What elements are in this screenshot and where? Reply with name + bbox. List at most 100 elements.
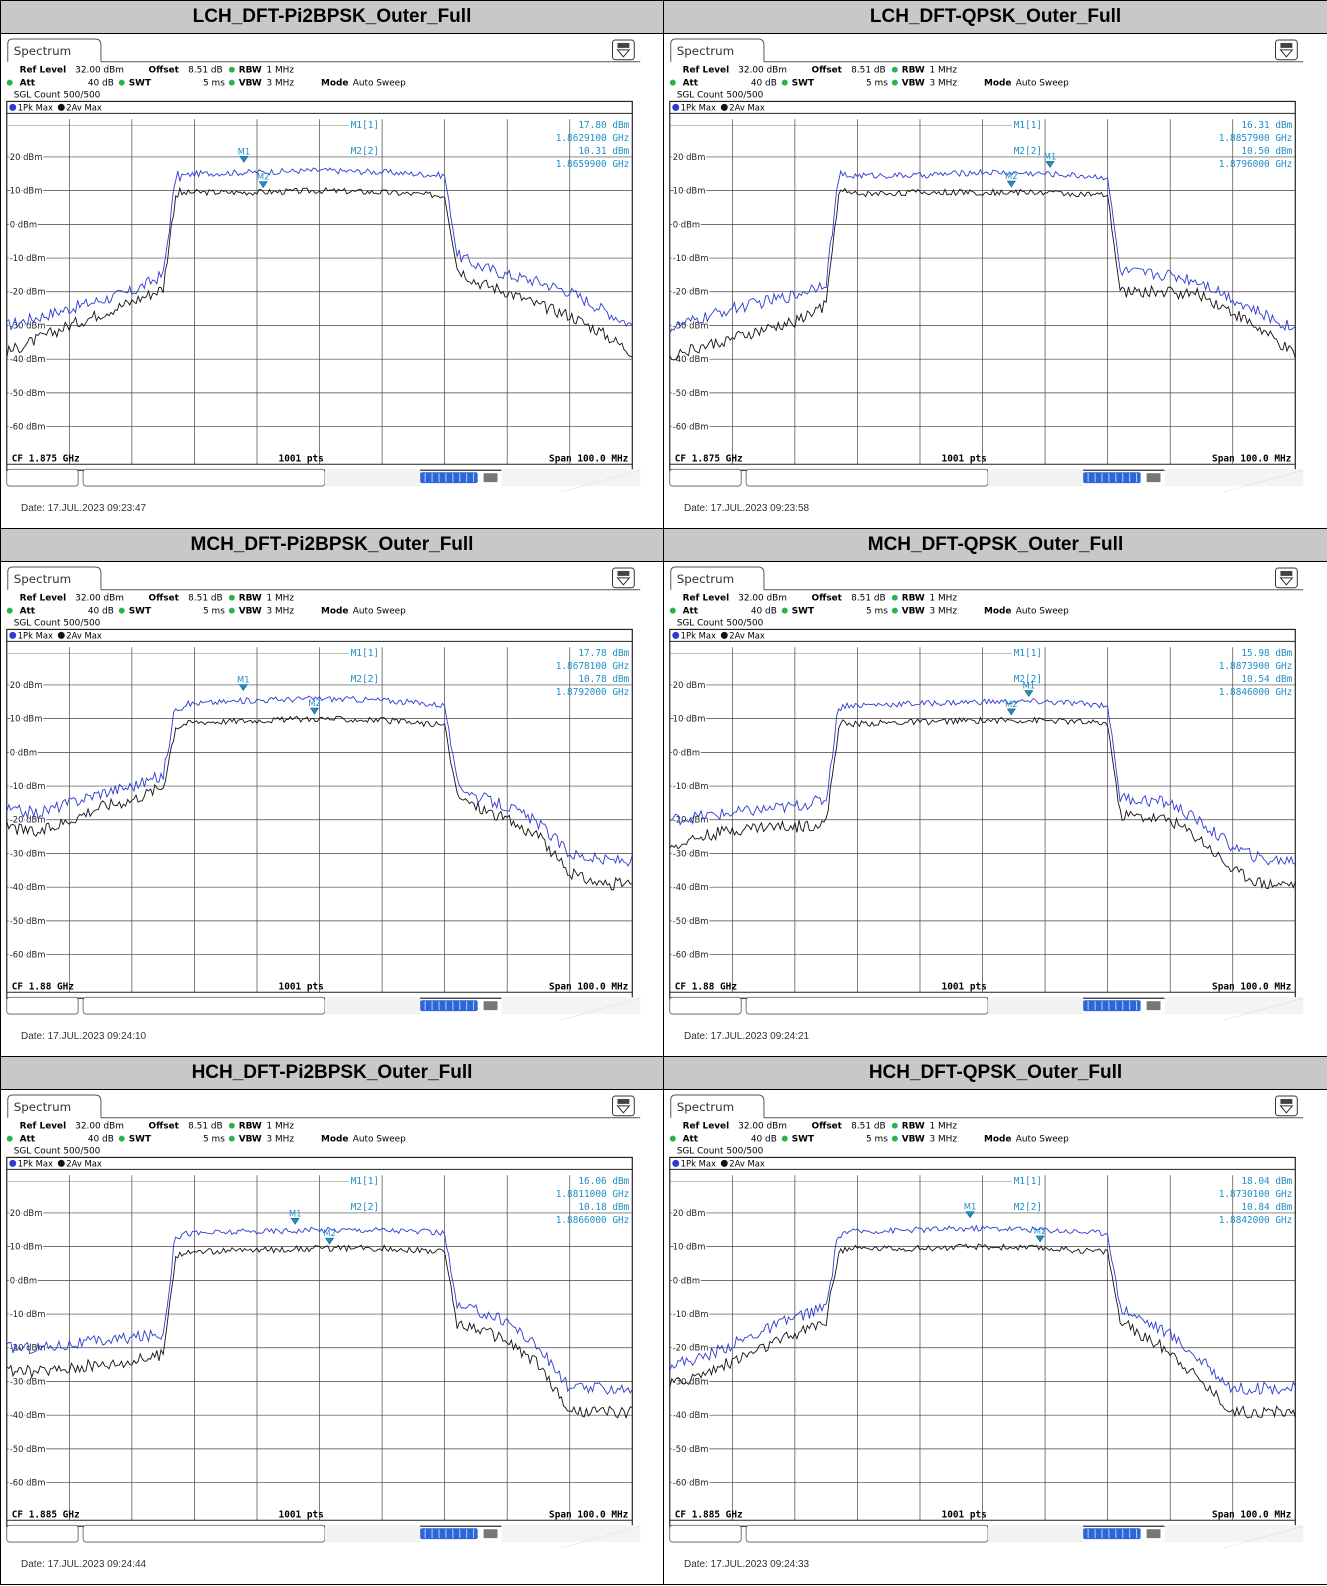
- trace-menu-icon[interactable]: [1274, 567, 1298, 589]
- marker-m2-icon[interactable]: [1035, 1235, 1045, 1243]
- marker-m1-icon[interactable]: [238, 684, 248, 691]
- vbw-label: VBW: [902, 79, 925, 89]
- marker-tag: M2: [1005, 699, 1018, 709]
- ref-level-value: 32.00 dBm: [738, 594, 787, 604]
- m2-level: 10.54 dBm: [1241, 674, 1292, 685]
- status-field-1[interactable]: [6, 468, 79, 487]
- y-tick-label: 0 dBm: [673, 747, 700, 757]
- status-field-1[interactable]: [6, 1524, 79, 1543]
- vbw-value: 3 MHz: [930, 1135, 958, 1145]
- status-field-2[interactable]: [82, 996, 326, 1015]
- mode-label: Mode: [984, 607, 1011, 617]
- marker-m2-icon[interactable]: [1006, 180, 1016, 188]
- spectrum-tab[interactable]: [7, 566, 102, 590]
- marker-m1-icon[interactable]: [1024, 690, 1034, 698]
- pk-max-trace: [669, 168, 1296, 334]
- trace-menu-icon[interactable]: [1274, 1095, 1298, 1117]
- marker-m1-icon[interactable]: [290, 1217, 300, 1225]
- swt-value: 5 ms: [203, 607, 225, 617]
- trace2-label: 2Av Max: [729, 630, 765, 640]
- status-field-2[interactable]: [745, 1524, 989, 1543]
- marker-m2-icon[interactable]: [325, 1237, 335, 1245]
- rbw-label: RBW: [902, 66, 925, 76]
- marker-m2-icon[interactable]: [258, 181, 268, 189]
- spectrum-tab[interactable]: [670, 1094, 765, 1118]
- marker-m1-icon[interactable]: [965, 1211, 975, 1219]
- y-tick-label: -30 dBm: [673, 1376, 709, 1386]
- vbw-value: 3 MHz: [930, 79, 958, 89]
- marker-tag: M1: [964, 1202, 977, 1212]
- status-field-1[interactable]: [6, 996, 79, 1015]
- offset-label: Offset: [812, 594, 843, 604]
- y-tick-label: -20 dBm: [673, 1343, 709, 1353]
- marker-m1-icon[interactable]: [1045, 161, 1055, 168]
- center-frequency: CF 1.88 GHz: [12, 981, 74, 992]
- status-field-1[interactable]: [669, 468, 742, 487]
- marker-m2-icon[interactable]: [1006, 708, 1016, 716]
- status-field-1[interactable]: [669, 1524, 742, 1543]
- center-frequency: CF 1.875 GHz: [675, 453, 743, 464]
- m2-level: 10.31 dBm: [578, 146, 629, 157]
- att-value: 40 dB: [88, 607, 114, 617]
- spectrum-tab[interactable]: [670, 566, 765, 590]
- m2-frequency: 1.8659900 GHz: [556, 159, 630, 170]
- trace-menu-icon[interactable]: [611, 567, 635, 589]
- y-tick-label: 0 dBm: [10, 1275, 37, 1285]
- offset-value: 8.51 dB: [188, 594, 222, 604]
- y-tick-label: -50 dBm: [673, 388, 709, 398]
- status-field-2[interactable]: [745, 996, 989, 1015]
- capture-date: Date: 17.JUL.2023 09:23:47: [21, 503, 147, 514]
- swt-value: 5 ms: [866, 1135, 888, 1145]
- y-tick-label: -60 dBm: [673, 950, 709, 960]
- ref-level-label: Ref Level: [683, 1122, 730, 1132]
- span-value: Span 100.0 MHz: [549, 981, 628, 992]
- sgl-count: SGL Count 500/500: [677, 1146, 764, 1156]
- trace-menu-icon[interactable]: [611, 1095, 635, 1117]
- y-tick-label: 20 dBm: [673, 680, 706, 690]
- vbw-value: 3 MHz: [930, 607, 958, 617]
- status-field-3: [324, 997, 421, 1015]
- marker-m2-icon[interactable]: [310, 707, 320, 715]
- spectrum-tab[interactable]: [7, 38, 102, 62]
- trace2-label: 2Av Max: [729, 1158, 765, 1168]
- status-bar: [669, 1524, 1304, 1549]
- y-tick-label: -50 dBm: [10, 388, 46, 398]
- capture-date: Date: 17.JUL.2023 09:24:44: [21, 1559, 147, 1570]
- spectrum-tab[interactable]: [670, 38, 765, 62]
- m2-readout-label: M2[2]: [1014, 674, 1042, 685]
- trace2-dot: [57, 1159, 65, 1167]
- plot-grid: [6, 119, 633, 465]
- trace-menu-icon[interactable]: [611, 39, 635, 61]
- status-field-2[interactable]: [745, 468, 989, 487]
- status-field-1[interactable]: [669, 996, 742, 1015]
- status-field-2[interactable]: [82, 1524, 326, 1543]
- status-icon: [483, 473, 498, 483]
- vbw-coupled-dot: [891, 607, 898, 614]
- mode-label: Mode: [984, 79, 1011, 89]
- spectrum-tab[interactable]: [7, 1094, 102, 1118]
- spectrum-tab-label: Spectrum: [14, 572, 72, 586]
- offset-value: 8.51 dB: [851, 594, 885, 604]
- status-field-3: [987, 1525, 1084, 1543]
- sgl-count: SGL Count 500/500: [677, 90, 764, 100]
- marker-tag: M1: [1044, 151, 1057, 161]
- y-tick-label: -40 dBm: [673, 882, 709, 892]
- trace-menu-icon[interactable]: [1274, 39, 1298, 61]
- mode-value: Auto Sweep: [353, 607, 406, 617]
- status-bar: [669, 468, 1304, 493]
- rbw-coupled-dot: [228, 594, 235, 601]
- status-icon: [1146, 1001, 1161, 1011]
- rbw-label: RBW: [902, 1122, 925, 1132]
- m2-readout-label: M2[2]: [351, 146, 379, 157]
- m2-level: 10.18 dBm: [578, 1202, 629, 1213]
- status-field-2[interactable]: [82, 468, 326, 487]
- spectrum-analyzer: Spectrum Ref Level 32.00 dBm Offset 8.51 dB R…: [5, 1092, 643, 1550]
- m2-frequency: 1.8792000 GHz: [556, 687, 630, 698]
- marker-m1-icon[interactable]: [239, 156, 249, 163]
- panel-title: LCH_DFT-Pi2BPSK_Outer_Full: [0, 0, 664, 34]
- rbw-label: RBW: [902, 594, 925, 604]
- status-icon: [1146, 1529, 1161, 1539]
- trace2-dot: [720, 631, 728, 639]
- y-tick-label: -60 dBm: [10, 950, 46, 960]
- swt-value: 5 ms: [866, 79, 888, 89]
